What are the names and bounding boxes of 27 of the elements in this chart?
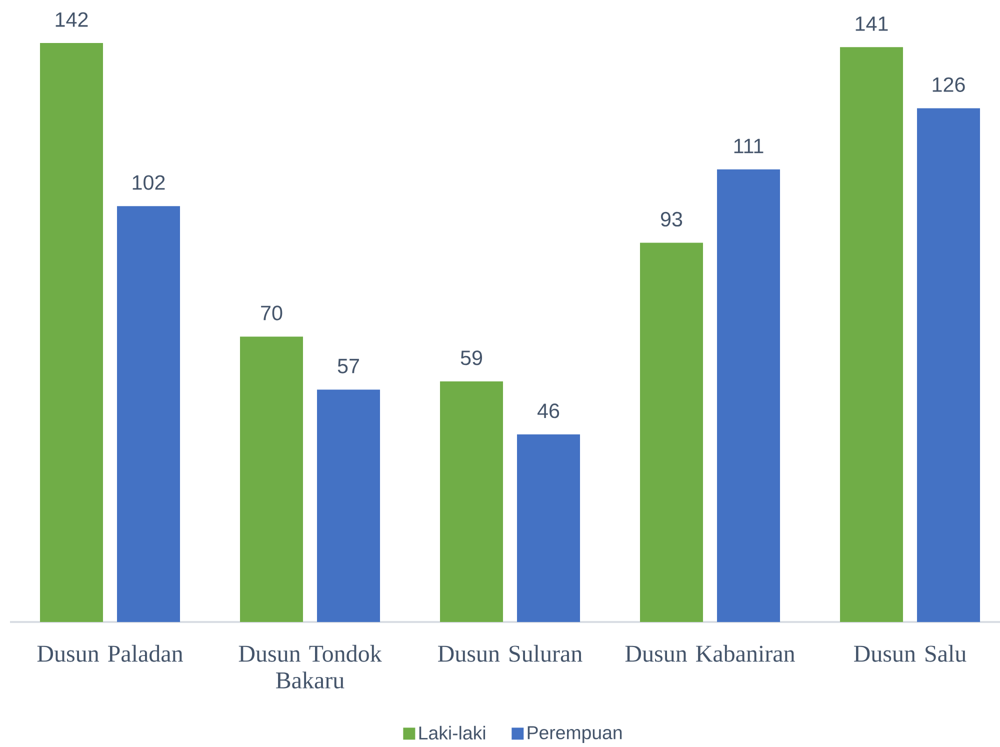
x-tick-label: Dusun Paladan <box>37 644 183 662</box>
data-label: 93 <box>660 212 682 227</box>
data-label: 46 <box>537 404 560 418</box>
bar <box>240 336 303 622</box>
data-label: 126 <box>932 77 965 92</box>
x-tick-label: Dusun Suluran <box>438 644 582 662</box>
data-label: 102 <box>132 175 165 190</box>
x-tick-label: Dusun Salu <box>854 644 966 662</box>
data-label: 141 <box>856 16 888 31</box>
x-tick-label: Dusun Tondok Bakaru <box>238 644 382 688</box>
data-label: 111 <box>734 138 764 154</box>
bar <box>917 108 980 622</box>
bar <box>517 434 580 622</box>
bar <box>717 169 780 622</box>
data-label: 142 <box>56 12 88 27</box>
data-label: 70 <box>261 306 282 320</box>
x-tick-label: Dusun Kabaniran <box>625 644 795 662</box>
bar <box>640 242 704 622</box>
bar <box>117 206 180 622</box>
bar <box>840 47 904 622</box>
bar <box>317 390 380 622</box>
data-label: 57 <box>338 358 359 374</box>
bar <box>440 381 504 622</box>
legend-label: Laki-laki <box>419 726 486 740</box>
bar <box>40 42 103 622</box>
legend-label: Perempuan <box>528 726 622 743</box>
data-label: 59 <box>460 350 482 366</box>
